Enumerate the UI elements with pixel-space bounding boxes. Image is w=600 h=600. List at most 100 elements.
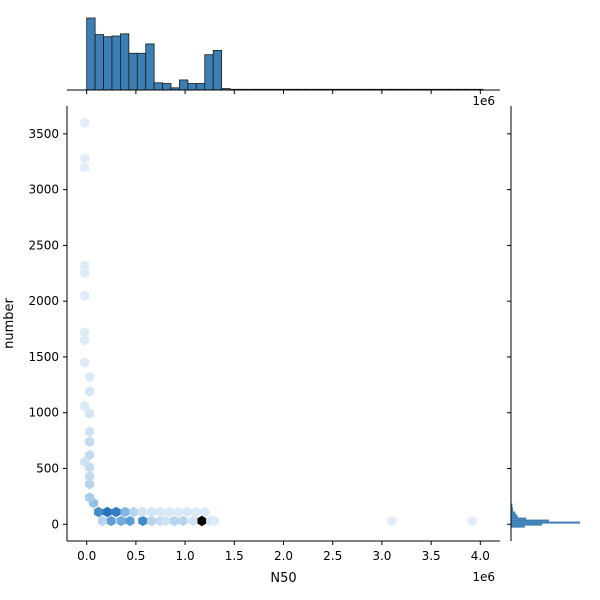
right-marginal-bar [511,505,513,508]
hexbin-cell [160,515,170,527]
top-marginal-bar [120,33,130,91]
hexbin-cell [97,515,107,527]
hexbin-cell [80,162,90,173]
x-tick-label: 0.5 [126,549,145,563]
hexbin-cell [93,506,103,518]
right-marginal-bar [511,519,549,522]
right-marginal-bar [511,517,527,520]
right-marginal-bar [511,515,518,518]
top-axis-offset-label: 1e6 [472,94,495,108]
right-marginal-bar [511,511,516,514]
hexbin-cell [80,400,90,412]
hexbin-cell [85,386,95,397]
right-marginal-bar [511,525,525,528]
hexbin-cell [191,506,201,518]
hexbin-cell [147,515,157,527]
x-axis-ticks: 0.0 0.5 1.0 1.5 2.0 2.5 3.0 3.5 4.0 [77,90,490,563]
x-tick-label: 1.5 [225,549,244,563]
hexbin-cell [102,506,112,518]
hexbin-cell [85,471,95,482]
hexbin-cell [80,357,90,368]
top-marginal-bar [86,17,96,91]
top-marginal-bar [128,52,138,91]
hexbin-cell [155,506,165,518]
main-hexbin-axes: 0.0 0.5 1.0 1.5 2.0 2.5 3.0 3.5 4.0 0 500 1000 1500… [2,89,512,586]
x-axis-label: N50 [270,571,296,586]
hexbin-cell [467,515,477,527]
right-marginal-bar [511,507,514,510]
hexbin-cell [80,327,90,338]
hexbin-cell [80,117,90,128]
top-marginal-histogram [86,17,484,91]
x-axis-offset-label: 1e6 [472,570,495,584]
right-marginal-bar [511,521,580,524]
hexbin-cell [85,371,95,383]
hexbin-cell [111,506,121,518]
x-tick-label: 4.0 [471,549,490,563]
y-tick-label: 2000 [28,294,59,308]
hexbin-cell [125,515,135,527]
top-marginal-bar [94,34,104,91]
hexbin-cell [200,506,210,518]
right-marginal-histogram [511,503,580,528]
right-marginal-bar [511,523,543,526]
hexbin-cell [137,506,147,518]
x-tick-label: 2.5 [323,549,342,563]
hexbin-cell [147,506,157,518]
y-axis-ticks: 0 500 1000 1500 2000 2500 3000 3500 [28,127,511,531]
hexbin-cell [188,515,198,527]
top-marginal-bar [187,83,197,91]
x-tick-label: 0.0 [77,549,96,563]
hexbin-cell [138,515,148,527]
y-tick-label: 0 [51,517,59,531]
hexbin-cell [169,515,179,527]
top-marginal-bar [204,54,214,91]
hexbin-cell [178,515,188,527]
right-marginal-bar [511,509,514,512]
right-marginal-bar [511,513,517,516]
x-tick-label: 3.5 [422,549,441,563]
hexbin-cell [85,478,95,490]
y-tick-label: 1500 [28,350,59,364]
hexbin-cell [106,515,116,527]
top-marginal-bar [212,50,223,91]
hexbin-layer [80,117,477,527]
top-marginal-bar [136,52,147,91]
y-axis-label: number [2,297,17,348]
hexbin-cell [80,260,90,271]
hexbin-cell [80,456,90,468]
x-tick-label: 3.0 [372,549,391,563]
top-marginal-bar [111,35,121,91]
hexbin-cell [80,268,90,279]
hexbin-cell [387,515,397,527]
x-tick-label: 2.0 [274,549,293,563]
top-marginal-bar [145,43,155,91]
hexbin-cell [120,506,130,518]
hexbin-cell [210,515,220,527]
hexbin-cell [129,506,139,518]
hexbin-cell [116,515,126,527]
hexbin-cell [80,335,90,346]
hexbin-cell [85,449,95,461]
x-tick-label: 1.0 [176,549,195,563]
y-tick-label: 3000 [28,183,59,197]
hexbin-cell [80,153,90,164]
y-tick-label: 1000 [28,406,59,420]
y-tick-label: 500 [36,462,59,476]
hexbin-cell [85,408,95,420]
top-marginal-bar [103,36,113,91]
top-marginal-bar [179,79,189,91]
hexbin-cell [85,426,95,437]
top-marginal-bar [195,83,206,91]
hexbin-cell [182,506,192,518]
hexbin-cell [80,290,90,301]
right-marginal-bar [511,503,513,506]
top-marginal-bar [162,83,172,91]
y-tick-label: 2500 [28,238,59,252]
hexbin-cell [197,515,207,527]
top-marginal-bar [153,82,163,91]
hexbin-cell [85,436,95,447]
y-tick-label: 3500 [28,127,59,141]
